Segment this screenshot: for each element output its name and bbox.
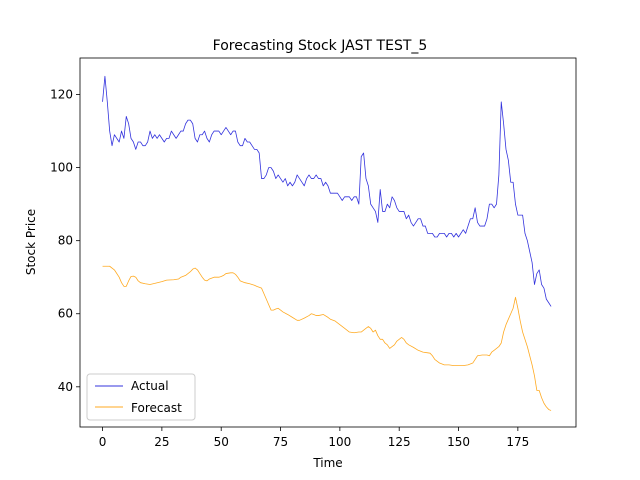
legend: Actual Forecast (86, 373, 196, 421)
x-tick-label: 25 (154, 435, 169, 449)
legend-label-actual: Actual (131, 379, 169, 393)
x-tick-label: 125 (388, 435, 411, 449)
y-tick-label: 40 (58, 380, 73, 394)
series-line-actual (102, 75, 552, 307)
y-tick-label: 100 (50, 161, 73, 175)
y-tick-label: 120 (50, 88, 73, 102)
y-tick-label: 80 (58, 234, 73, 248)
y-tick-label: 60 (58, 307, 73, 321)
plot-area: 0 25 50 75 100 125 150 175 40 60 80 100 120 (50, 57, 577, 449)
x-tick-label: 150 (447, 435, 470, 449)
y-axis-label: Stock Price (24, 209, 38, 275)
x-axis-label: Time (312, 456, 342, 470)
x-tick-label: 175 (506, 435, 529, 449)
legend-label-forecast: Forecast (131, 401, 182, 415)
y-axis-ticks: 40 60 80 100 120 (50, 88, 80, 394)
series-layer (102, 75, 552, 411)
x-axis-ticks: 0 25 50 75 100 125 150 175 (99, 427, 529, 449)
x-tick-label: 75 (273, 435, 288, 449)
series-line-forecast (102, 265, 552, 411)
axes-frame (79, 57, 577, 428)
x-tick-label: 0 (99, 435, 107, 449)
x-tick-label: 50 (214, 435, 229, 449)
chart-title: Forecasting Stock JAST TEST_5 (213, 38, 428, 54)
x-tick-label: 100 (328, 435, 351, 449)
